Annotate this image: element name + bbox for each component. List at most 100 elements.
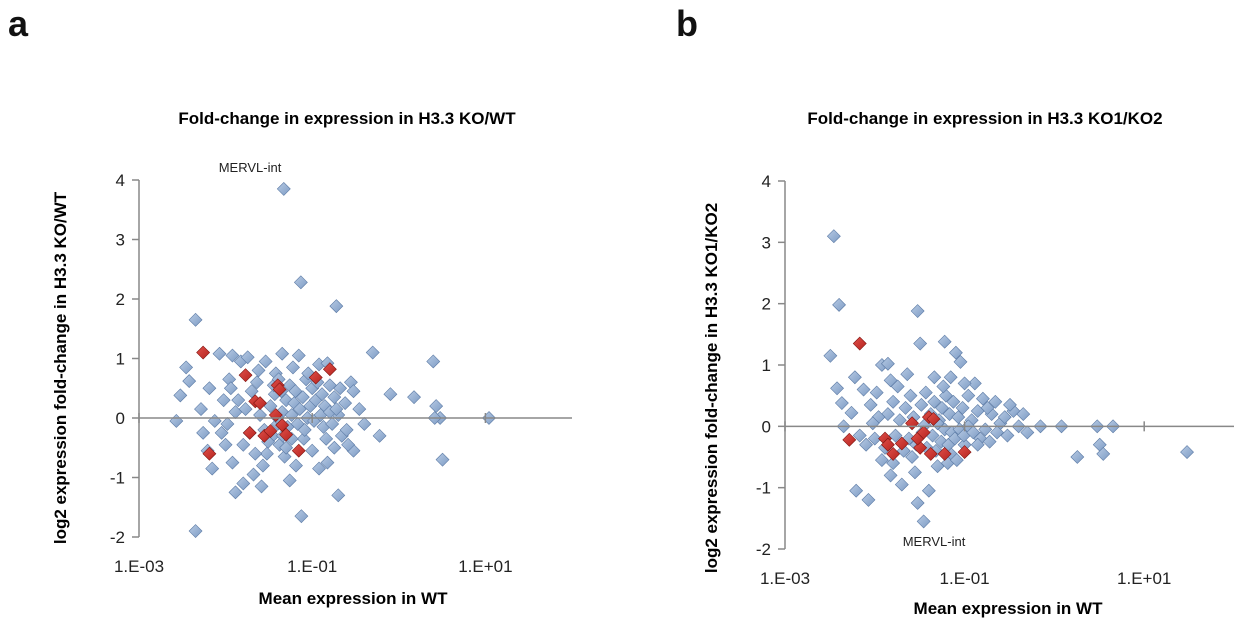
highlighted-point <box>842 432 857 447</box>
data-point <box>277 449 292 464</box>
data-point <box>228 405 243 419</box>
data-point <box>202 381 217 396</box>
data-point <box>212 346 227 361</box>
data-point <box>238 402 253 416</box>
panel-letter-a: a <box>8 3 29 44</box>
data-point <box>435 452 450 467</box>
data-point <box>951 410 966 425</box>
data-point <box>830 381 844 396</box>
data-point <box>1020 425 1035 440</box>
data-point <box>874 453 889 467</box>
axes-a: -2 -1 0 1 2 3 4 1.E-03 1.E-01 1.E+01 <box>110 171 572 576</box>
data-point <box>288 384 303 399</box>
axes-b: -2 -1 0 1 2 3 4 1.E-03 1.E-01 1.E+01 <box>756 172 1234 588</box>
data-point <box>296 431 311 446</box>
y-tick-label: -2 <box>756 540 771 559</box>
ylabel-b: log2 expression fold-change in H3.3 KO1/… <box>702 203 721 573</box>
data-point <box>223 381 238 396</box>
y-tick-label: 4 <box>116 171 125 190</box>
data-point <box>254 479 269 494</box>
data-point <box>898 401 913 415</box>
data-point <box>329 402 344 416</box>
highlighted-point <box>275 418 290 433</box>
data-point <box>1000 428 1015 443</box>
data-point <box>953 355 968 369</box>
data-point <box>844 405 859 420</box>
data-point <box>903 388 918 403</box>
data-point <box>856 382 871 397</box>
data-point <box>220 417 235 431</box>
data-point <box>294 509 309 524</box>
data-point <box>225 455 240 470</box>
data-point <box>305 443 320 458</box>
data-point <box>861 493 876 507</box>
chart-title-a: Fold-change in expression in H3.3 KO/WT <box>178 109 516 128</box>
highlighted-point <box>279 427 294 442</box>
data-point <box>832 297 846 312</box>
data-point <box>236 437 251 452</box>
data-point <box>888 428 903 443</box>
highlighted-point <box>242 425 257 440</box>
panel-letter-b: b <box>676 3 698 44</box>
data-point <box>900 367 915 382</box>
highlighted-point <box>253 396 267 411</box>
data-point <box>852 428 867 443</box>
x-tick-label: 1.E-03 <box>760 569 810 588</box>
x-tick-label: 1.E+01 <box>1117 569 1171 588</box>
data-point <box>244 384 259 399</box>
data-point <box>892 413 907 428</box>
data-point <box>869 385 884 400</box>
data-point <box>976 391 990 406</box>
data-point <box>970 437 985 452</box>
ylabel-a: log2 expression fold-change in H3.3 KO/W… <box>51 191 70 544</box>
highlighted-point <box>272 382 287 397</box>
data-point <box>407 390 421 405</box>
y-tick-label: 4 <box>762 172 771 191</box>
data-point <box>908 465 922 480</box>
data-point <box>916 514 931 529</box>
data-point <box>970 404 985 418</box>
data-point <box>352 402 367 416</box>
data-point <box>957 376 972 391</box>
data-point <box>880 356 895 371</box>
x-tick-label: 1.E-01 <box>940 569 990 588</box>
data-point <box>918 385 933 400</box>
data-point <box>834 396 849 410</box>
data-point <box>331 488 346 503</box>
data-point <box>207 414 222 428</box>
data-point <box>826 229 841 244</box>
data-point <box>216 393 231 408</box>
data-point <box>365 345 380 360</box>
chart-panel-a: Fold-change in expression in H3.3 KO/WT … <box>51 109 572 608</box>
highlighted-point <box>923 447 938 461</box>
y-tick-label: 3 <box>762 233 771 252</box>
data-point <box>327 390 342 405</box>
data-point <box>927 370 942 385</box>
data-point <box>927 394 942 409</box>
y-tick-label: 0 <box>762 417 771 436</box>
data-point <box>883 373 898 388</box>
data-point <box>883 468 898 483</box>
data-point <box>910 304 925 318</box>
data-point <box>320 455 335 470</box>
marks-b <box>823 229 1194 529</box>
data-point <box>325 417 340 431</box>
highlighted-point <box>852 336 867 351</box>
data-point <box>1016 407 1031 421</box>
data-point <box>169 414 184 428</box>
data-point <box>312 461 326 476</box>
data-point <box>988 394 1003 409</box>
highlighted-point <box>202 446 217 461</box>
data-point <box>338 396 353 411</box>
data-point <box>921 483 936 498</box>
data-point <box>948 345 963 360</box>
data-point <box>236 476 251 491</box>
data-point <box>179 360 194 375</box>
data-point <box>315 387 329 402</box>
data-point <box>949 453 964 467</box>
data-point <box>863 397 878 412</box>
data-point <box>1096 447 1111 461</box>
data-point <box>905 450 919 464</box>
data-point <box>936 379 951 394</box>
data-point <box>982 434 997 449</box>
